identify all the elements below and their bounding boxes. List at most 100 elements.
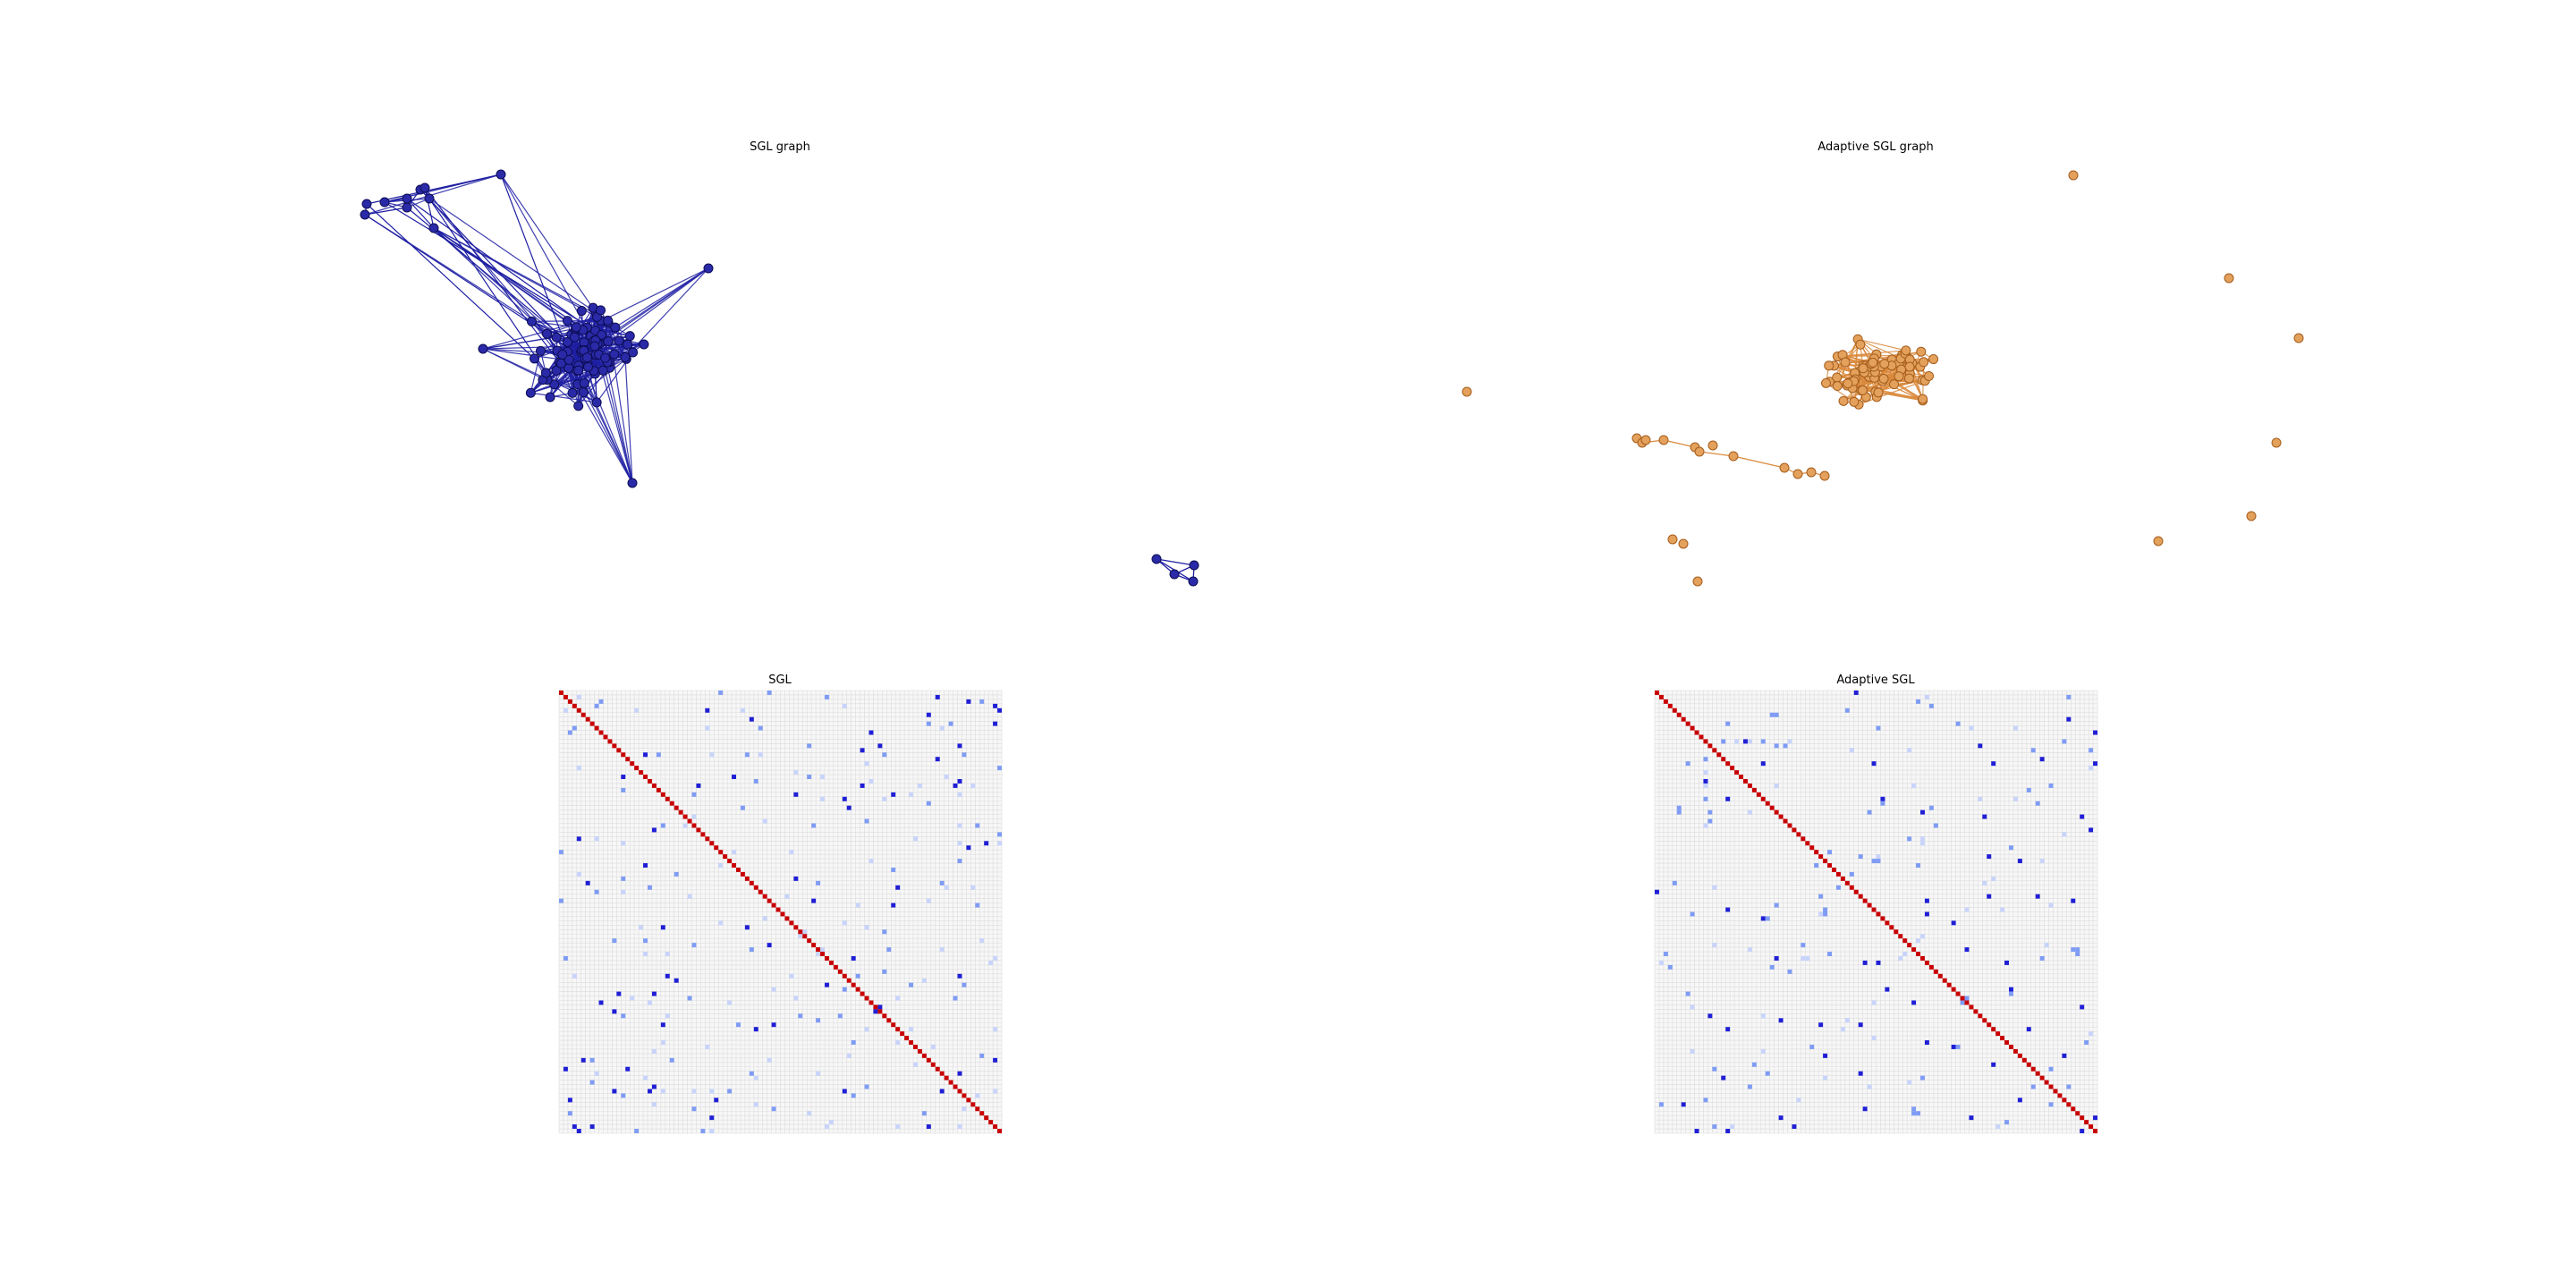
matrix-cell: [1867, 1084, 1872, 1089]
graph-node: [576, 306, 587, 317]
matrix-diagonal-cell: [1725, 761, 1731, 767]
matrix-diagonal-cell: [816, 947, 821, 953]
matrix-cell: [2066, 694, 2072, 699]
matrix-cell: [869, 779, 874, 784]
matrix-cell: [1774, 743, 1779, 749]
matrix-cell: [660, 925, 665, 930]
matrix-cell: [1703, 783, 1708, 788]
matrix-diagonal-cell: [820, 952, 825, 956]
matrix-cell: [753, 779, 758, 784]
matrix-cell: [979, 1053, 985, 1058]
matrix-cell: [1858, 1071, 1863, 1076]
matrix-cell: [1694, 1129, 1699, 1133]
matrix-diagonal-cell: [1928, 964, 1934, 970]
matrix-diagonal-cell: [993, 1124, 998, 1130]
matrix-cell: [767, 691, 772, 695]
matrix-cell: [2035, 801, 2040, 806]
graph-node: [1821, 377, 1832, 388]
matrix-cell: [594, 889, 599, 894]
matrix-cell: [1880, 796, 1885, 801]
matrix-cell: [1911, 1000, 1917, 1005]
matrix-cell: [1774, 712, 1779, 717]
matrix-diagonal-cell: [2048, 1084, 2054, 1089]
matrix-cell: [895, 996, 901, 1001]
matrix-diagonal-cell: [1933, 969, 1938, 974]
matrix-cell: [643, 863, 648, 868]
matrix-cell: [2030, 1084, 2036, 1089]
matrix-cell: [2093, 761, 2097, 767]
matrix-cell: [816, 1071, 821, 1076]
matrix-cell: [860, 748, 865, 753]
graph-edge: [531, 320, 577, 328]
matrix-cell: [1871, 859, 1877, 864]
matrix-diagonal-cell: [1978, 1013, 1983, 1019]
matrix-diagonal-cell: [1814, 850, 1819, 855]
matrix-diagonal-cell: [784, 916, 790, 921]
matrix-cell: [2012, 796, 2018, 801]
matrix-diagonal-cell: [855, 987, 860, 992]
matrix-cell: [621, 1093, 626, 1098]
matrix-diagonal-cell: [1920, 956, 1925, 961]
matrix-cell: [1747, 809, 1752, 815]
matrix-cell: [891, 902, 896, 908]
matrix-diagonal-cell: [900, 1031, 905, 1037]
matrix-diagonal-cell: [687, 818, 692, 824]
graph-edge: [366, 203, 535, 360]
matrix-cell: [1862, 1106, 1868, 1112]
matrix-cell: [1721, 1075, 1726, 1080]
matrix-diagonal-cell: [789, 920, 794, 926]
matrix-cell: [1853, 691, 1859, 695]
matrix-diagonal-cell: [909, 1040, 913, 1045]
matrix-diagonal-cell: [580, 712, 586, 717]
matrix-diagonal-cell: [811, 943, 817, 948]
matrix-cell: [802, 929, 808, 935]
graph-node: [1667, 534, 1678, 545]
matrix-cell: [2062, 832, 2067, 837]
matrix-cell: [589, 1124, 595, 1130]
matrix-cell: [1933, 823, 1938, 828]
matrix-cell: [935, 757, 940, 762]
matrix-cell: [1663, 952, 1668, 956]
matrix-cell: [957, 792, 962, 797]
matrix-cell: [1690, 1004, 1695, 1010]
matrix-cell: [842, 703, 847, 708]
matrix-cell: [598, 1000, 604, 1005]
matrix-cell: [612, 938, 617, 944]
matrix-diagonal-cell: [762, 894, 767, 899]
matrix-diagonal-cell: [700, 832, 706, 837]
graph-node: [596, 305, 606, 316]
graph-edge: [500, 174, 592, 336]
matrix-diagonal-cell: [1730, 766, 1735, 771]
matrix-diagonal-cell: [607, 739, 613, 744]
matrix-cell: [762, 916, 767, 921]
matrix-diagonal-cell: [962, 1093, 967, 1098]
matrix-cell: [1703, 770, 1708, 775]
matrix-diagonal-cell: [665, 796, 670, 801]
matrix-cell: [2089, 748, 2094, 753]
matrix-diagonal-cell: [997, 1129, 1002, 1133]
matrix-cell: [1818, 911, 1824, 917]
graph-node: [428, 223, 439, 233]
matrix-cell: [1862, 960, 1868, 965]
matrix-cell: [691, 1106, 697, 1112]
matrix-diagonal-cell: [1835, 871, 1841, 877]
matrix-diagonal-cell: [1889, 925, 1894, 930]
matrix-cell: [1871, 1000, 1877, 1005]
matrix-diagonal-cell: [1898, 934, 1903, 939]
matrix-diagonal-cell: [576, 708, 581, 713]
matrix-diagonal-cell: [691, 823, 697, 828]
matrix-diagonal-cell: [2030, 1066, 2036, 1072]
matrix-cell: [625, 1066, 631, 1072]
graph-node: [540, 368, 551, 378]
matrix-cell: [1747, 739, 1752, 744]
matrix-cell: [939, 880, 945, 886]
matrix-diagonal-cell: [1832, 868, 1836, 872]
matrix-cell: [2066, 1084, 2072, 1089]
matrix-diagonal-cell: [953, 1084, 958, 1089]
matrix-cell: [643, 938, 648, 944]
matrix-cell: [1823, 1053, 1828, 1058]
matrix-cell: [576, 1129, 581, 1133]
matrix-cell: [917, 783, 922, 788]
matrix-diagonal-cell: [1778, 814, 1784, 819]
graph-node: [610, 322, 621, 333]
